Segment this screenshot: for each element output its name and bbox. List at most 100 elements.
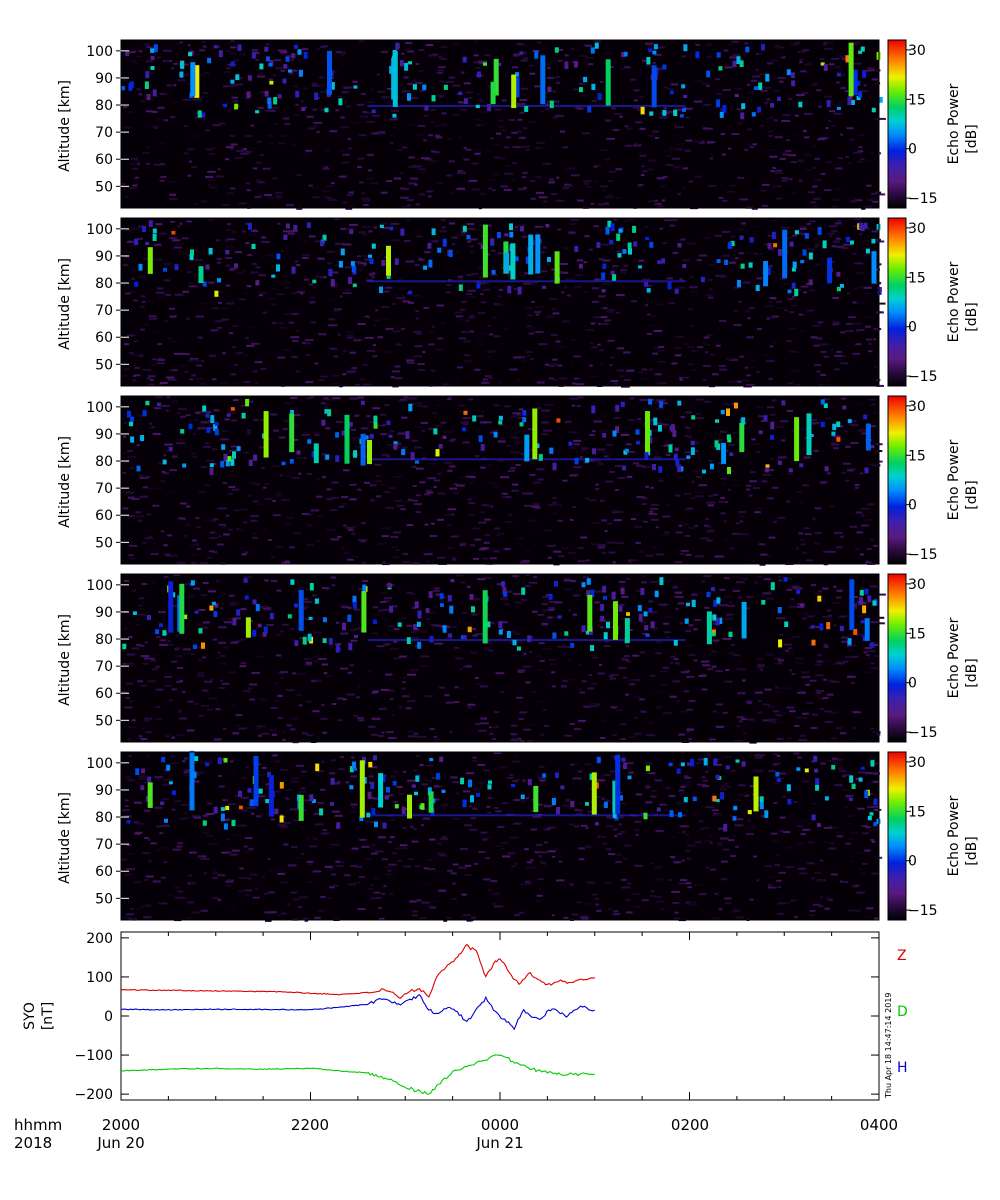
noise-cell: [271, 818, 275, 821]
noise-cell: [473, 54, 479, 57]
noise-cell: [278, 436, 286, 439]
noise-cell: [656, 706, 662, 709]
noise-cell: [562, 679, 569, 682]
noise-cell: [737, 122, 744, 125]
noise-cell: [428, 195, 432, 198]
noise-cell: [847, 469, 854, 472]
noise-cell: [155, 665, 161, 668]
noise-cell: [725, 404, 734, 407]
echo-cell: [388, 434, 393, 438]
noise-cell: [786, 409, 793, 412]
noise-cell: [715, 725, 725, 728]
noise-cell: [426, 904, 434, 907]
noise-cell: [530, 828, 537, 831]
noise-cell: [671, 218, 678, 221]
echo-cell: [130, 82, 135, 87]
noise-cell: [459, 544, 466, 547]
echo-cell: [442, 435, 447, 439]
noise-cell: [648, 368, 654, 371]
noise-cell: [159, 639, 167, 642]
noise-cell: [844, 430, 848, 433]
noise-cell: [131, 277, 136, 280]
echo-cell: [190, 249, 194, 256]
noise-cell: [329, 198, 337, 201]
noise-cell: [382, 707, 387, 710]
echo-cell: [794, 230, 799, 235]
noise-cell: [264, 109, 273, 112]
noise-cell: [435, 136, 443, 139]
noise-cell: [684, 508, 692, 511]
noise-cell: [337, 333, 341, 336]
noise-cell: [729, 358, 738, 361]
noise-cell: [809, 679, 817, 682]
echo-cell: [338, 261, 343, 268]
noise-cell: [391, 239, 400, 242]
noise-cell: [277, 142, 285, 145]
noise-cell: [380, 222, 389, 225]
noise-cell: [798, 313, 804, 316]
noise-cell: [762, 719, 770, 722]
noise-cell: [203, 56, 210, 59]
noise-cell: [187, 174, 192, 177]
noise-cell: [271, 321, 277, 324]
noise-cell: [265, 919, 272, 922]
noise-cell: [245, 336, 249, 339]
noise-cell: [382, 527, 390, 530]
noise-cell: [564, 54, 569, 57]
noise-cell: [402, 187, 409, 190]
noise-cell: [202, 45, 207, 48]
echo-cell: [547, 86, 552, 92]
echo-cell: [617, 253, 622, 258]
noise-cell: [338, 384, 347, 387]
echo-cell: [232, 451, 236, 459]
noise-cell: [845, 323, 853, 325]
noise-cell: [616, 250, 622, 253]
noise-cell: [280, 671, 288, 674]
noise-cell: [377, 90, 386, 93]
noise-cell: [209, 531, 216, 534]
echo-cell: [255, 604, 260, 612]
noise-cell: [363, 264, 367, 266]
noise-cell: [566, 678, 575, 681]
noise-cell: [400, 196, 409, 199]
echo-cell: [257, 623, 262, 628]
noise-cell: [407, 498, 413, 501]
echo-cell: [574, 246, 579, 252]
noise-cell: [836, 81, 840, 84]
noise-cell: [621, 657, 626, 660]
noise-cell: [656, 425, 660, 428]
noise-cell: [229, 622, 233, 625]
noise-cell: [552, 308, 557, 311]
noise-layer: [121, 40, 886, 210]
noise-cell: [606, 137, 615, 140]
noise-cell: [603, 645, 611, 648]
noise-cell: [511, 724, 518, 727]
noise-cell: [614, 382, 618, 385]
noise-cell: [312, 108, 317, 111]
noise-cell: [551, 379, 558, 381]
noise-cell: [548, 601, 556, 603]
noise-cell: [602, 307, 608, 310]
noise-cell: [772, 89, 780, 92]
noise-cell: [497, 119, 504, 122]
noise-cell: [211, 307, 219, 310]
noise-cell: [730, 235, 735, 238]
noise-cell: [619, 115, 623, 118]
echo-cell: [791, 267, 796, 272]
noise-cell: [481, 381, 490, 384]
noise-cell: [798, 532, 804, 535]
noise-cell: [199, 74, 203, 76]
noise-cell: [858, 286, 863, 289]
noise-cell: [308, 283, 314, 286]
noise-cell: [379, 483, 386, 486]
noise-cell: [769, 155, 778, 158]
noise-cell: [852, 322, 861, 325]
noise-cell: [518, 701, 525, 704]
noise-cell: [227, 618, 233, 621]
noise-cell: [504, 641, 511, 644]
noise-cell: [878, 152, 882, 155]
noise-cell: [129, 726, 137, 729]
echo-cell: [287, 69, 292, 73]
noise-cell: [407, 673, 417, 676]
noise-cell: [720, 512, 726, 515]
